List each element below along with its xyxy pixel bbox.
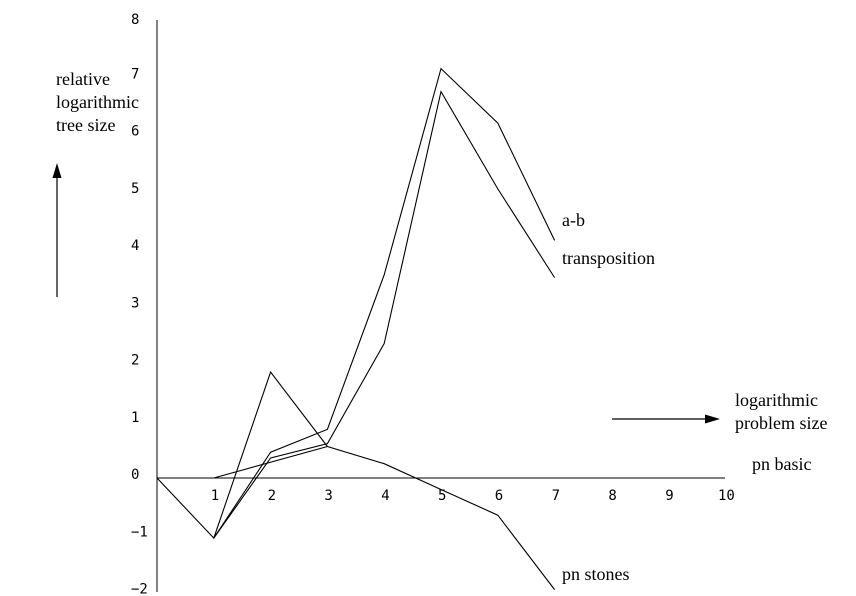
series-line-transposition xyxy=(213,90,556,539)
y-label-line-3: tree size xyxy=(56,115,115,135)
series-label-pn-stones: pn stones xyxy=(562,564,630,584)
x-tick-label: 6 xyxy=(495,488,503,504)
series-label-a-b: a-b xyxy=(562,210,585,230)
y-arrow-icon xyxy=(52,163,62,297)
y-tick-label: 7 xyxy=(131,66,139,82)
y-tick-label: 8 xyxy=(131,12,139,28)
y-tick-label: 1 xyxy=(131,410,139,426)
series-lines xyxy=(156,67,556,590)
x-label: logarithmic problem size xyxy=(735,390,827,433)
y-tick-label: 5 xyxy=(131,181,139,197)
y-tick-label: −1 xyxy=(131,524,148,540)
y-tick-label: 4 xyxy=(131,238,139,254)
y-tick-label: 2 xyxy=(131,353,139,369)
x-tick-label: 8 xyxy=(608,488,616,504)
x-label-line-1: logarithmic xyxy=(735,390,818,410)
y-label-line-2: logarithmic xyxy=(56,92,139,112)
y-label: relative logarithmic tree size xyxy=(56,69,139,135)
x-tick-label: 9 xyxy=(665,488,673,504)
x-tick-label: 2 xyxy=(268,488,276,504)
x-tick-label: 1 xyxy=(211,488,219,504)
x-tick-label: 7 xyxy=(552,488,560,504)
series-line-pn-stones xyxy=(156,370,556,590)
y-label-line-1: relative xyxy=(56,69,110,89)
x-tick-label: 4 xyxy=(381,488,389,504)
x-arrow-icon xyxy=(612,414,720,424)
y-tick-label: −2 xyxy=(131,582,148,596)
series-labels: a-b transposition pn stones pn basic xyxy=(562,210,811,584)
series-line-pn-basic xyxy=(213,445,328,479)
axes xyxy=(156,20,725,592)
x-tick-label: 5 xyxy=(438,488,446,504)
y-tick-labels: 8 7 6 5 4 3 2 1 0 −2 −1 xyxy=(131,12,148,596)
x-tick-label: 3 xyxy=(324,488,332,504)
y-tick-label: 0 xyxy=(131,467,139,483)
y-tick-label: 3 xyxy=(131,295,139,311)
y-tick-label: 6 xyxy=(131,124,139,140)
series-label-transposition: transposition xyxy=(562,248,655,268)
x-tick-label: 10 xyxy=(718,488,735,504)
series-line-a-b xyxy=(213,67,556,539)
x-tick-labels: 1 2 3 4 5 6 7 8 9 10 xyxy=(211,488,735,504)
x-label-line-2: problem size xyxy=(735,413,827,433)
series-label-pn-basic: pn basic xyxy=(752,454,811,474)
